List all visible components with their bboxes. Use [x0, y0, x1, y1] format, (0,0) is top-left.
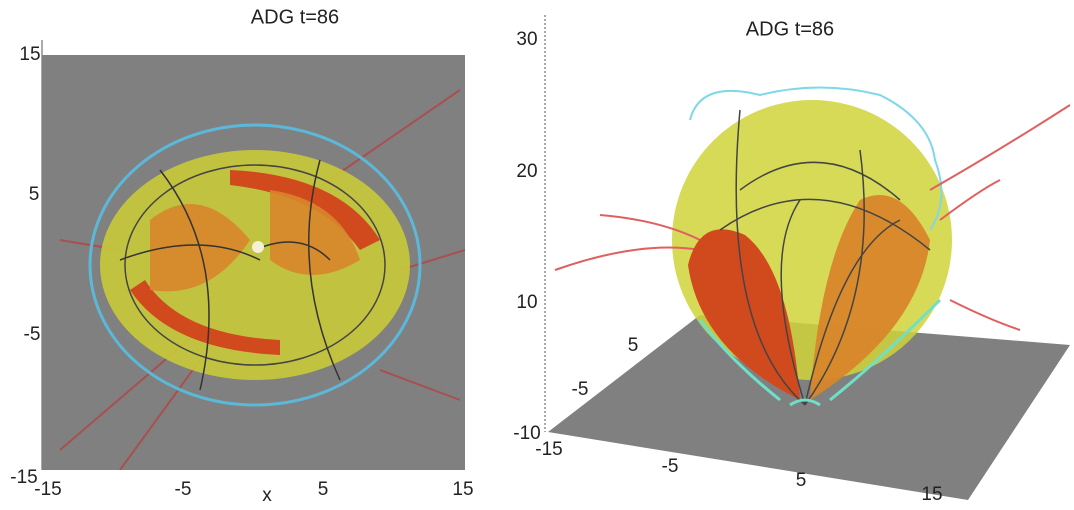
z-tick-label: 30	[516, 29, 537, 50]
y-tick-label: -15	[10, 467, 37, 488]
panel-title: ADG t=86	[251, 6, 339, 28]
x-tick-label: 15	[452, 479, 473, 500]
panel-title: ADG t=86	[746, 18, 834, 40]
y-tick-label: 5	[628, 335, 639, 356]
z-tick-label: 10	[516, 292, 537, 313]
x-tick-label: -15	[535, 439, 562, 460]
y-tick-label: 5	[29, 184, 40, 205]
right-panel: ADG t=86 30 20 10 -10 -15 -5 5 15 5 -5	[513, 15, 1071, 505]
field-lines	[59, 89, 465, 470]
z-tick-label: 20	[516, 161, 537, 182]
x-tick-label: 15	[921, 484, 942, 505]
y-tick-label: -5	[24, 324, 41, 345]
y-tick-label: -5	[572, 379, 589, 400]
field-lines	[554, 86, 1071, 407]
ground-plane	[548, 315, 1070, 500]
x-tick-label: -5	[662, 456, 679, 477]
z-tick-label: -10	[513, 423, 540, 444]
x-tick-label: 5	[318, 479, 329, 500]
left-panel: ADG t=86 15 5 -5 -15 -15 -5 5 15 x	[10, 6, 473, 506]
y-tick-label: 15	[19, 44, 40, 65]
x-tick-label: 5	[796, 470, 807, 491]
x-tick-label: -15	[34, 479, 61, 500]
x-axis-label: x	[262, 485, 272, 506]
x-tick-label: -5	[175, 479, 192, 500]
